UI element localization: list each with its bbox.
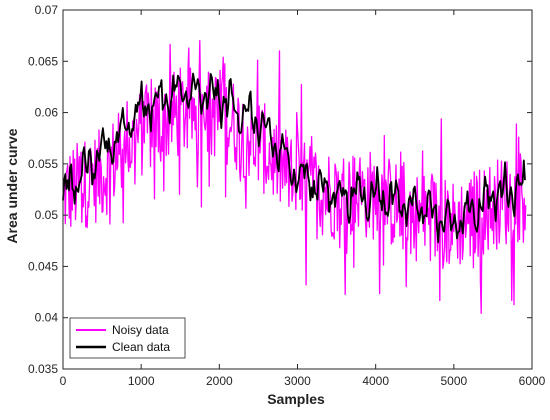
axes-layer: [62, 9, 533, 370]
legend-label: Noisy data: [112, 323, 169, 337]
series-line-clean-data: [62, 72, 526, 244]
x-tick-label: 4000: [362, 374, 389, 388]
y-tick-label: 0.055: [28, 157, 58, 171]
y-tick-label: 0.035: [28, 362, 58, 376]
series-line-noisy-data: [62, 39, 527, 314]
x-tick-label: 1000: [128, 374, 155, 388]
y-tick-label: 0.065: [28, 54, 58, 68]
series-layer: [62, 39, 527, 314]
x-tick-label: 3000: [284, 374, 311, 388]
y-tick-label: 0.07: [35, 3, 59, 17]
y-tick-label: 0.05: [35, 208, 59, 222]
legend: Noisy data Clean data: [69, 317, 186, 359]
legend-box: [69, 317, 186, 359]
x-tick-label: 5000: [440, 374, 467, 388]
x-tick-label: 6000: [519, 374, 546, 388]
y-tick-label: 0.045: [28, 259, 58, 273]
x-tick-label: 2000: [206, 374, 233, 388]
x-axis-label: Samples: [267, 391, 325, 407]
legend-label: Clean data: [112, 340, 170, 354]
y-tick-label: 0.04: [35, 311, 59, 325]
y-axis-label: Area under curve: [4, 128, 20, 243]
tick-labels: 0 1000 2000 3000 4000 5000 6000 0.035 0.04 0.045 0…: [28, 3, 546, 388]
y-tick-label: 0.06: [35, 106, 59, 120]
x-tick-label: 0: [60, 374, 67, 388]
